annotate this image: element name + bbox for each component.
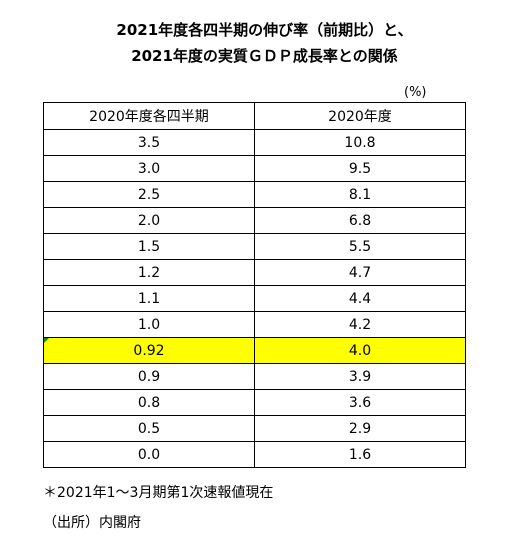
table-row: 1.1 4.4 bbox=[43, 285, 466, 312]
table-row: 0.9 3.9 bbox=[43, 363, 466, 390]
table-row: 0.5 2.9 bbox=[43, 415, 466, 442]
quarter-cell: 3.5 bbox=[43, 129, 255, 156]
quarter-cell: 0.8 bbox=[43, 389, 255, 416]
fy2020-cell: 5.5 bbox=[254, 233, 466, 260]
quarter-cell: 0.5 bbox=[43, 415, 255, 442]
column-header-fy2020: 2020年度 bbox=[254, 102, 466, 130]
fy2020-cell: 1.6 bbox=[254, 441, 466, 468]
table-row: 2.5 8.1 bbox=[43, 181, 466, 208]
quarter-cell: 2.5 bbox=[43, 181, 255, 208]
fy2020-cell: 10.8 bbox=[254, 129, 466, 156]
fy2020-cell: 3.6 bbox=[254, 389, 466, 416]
fy2020-cell: 2.9 bbox=[254, 415, 466, 442]
quarter-cell: 0.9 bbox=[43, 363, 255, 390]
cell-marker-icon bbox=[44, 338, 49, 343]
quarter-value: 0.92 bbox=[133, 342, 165, 359]
fy2020-cell: 4.4 bbox=[254, 285, 466, 312]
table-row: 0.0 1.6 bbox=[43, 441, 466, 468]
column-header-quarter: 2020年度各四半期 bbox=[43, 102, 255, 130]
table-row: 1.0 4.2 bbox=[43, 311, 466, 338]
page-title-line-2: 2021年度の実質ＧＤＰ成長率との関係 bbox=[131, 47, 398, 65]
table-row: 3.0 9.5 bbox=[43, 155, 466, 182]
quarter-cell: 1.0 bbox=[43, 311, 255, 338]
quarter-cell: 3.0 bbox=[43, 155, 255, 182]
highlighted-table-row: 0.92 4.0 bbox=[43, 337, 466, 364]
fy2020-cell: 4.0 bbox=[254, 337, 466, 364]
fy2020-cell: 8.1 bbox=[254, 181, 466, 208]
quarter-cell[interactable]: 0.92 bbox=[43, 337, 255, 364]
table-row: 1.2 4.7 bbox=[43, 259, 466, 286]
table-row: 1.5 5.5 bbox=[43, 233, 466, 260]
table-row: 3.5 10.8 bbox=[43, 129, 466, 156]
table-header-row: 2020年度各四半期 2020年度 bbox=[43, 102, 466, 130]
source-note: （出所）内閣府 bbox=[43, 515, 141, 531]
table-row: 0.8 3.6 bbox=[43, 389, 466, 416]
page-title-line-1: 2021年度各四半期の伸び率（前期比）と、 bbox=[116, 21, 413, 39]
table-row: 2.0 6.8 bbox=[43, 207, 466, 234]
quarter-cell: 1.2 bbox=[43, 259, 255, 286]
fy2020-cell: 3.9 bbox=[254, 363, 466, 390]
quarter-cell: 2.0 bbox=[43, 207, 255, 234]
quarter-cell: 1.5 bbox=[43, 233, 255, 260]
fy2020-cell: 9.5 bbox=[254, 155, 466, 182]
footnote: ＊2021年1～3月期第1次速報値現在 bbox=[43, 485, 274, 501]
quarter-cell: 1.1 bbox=[43, 285, 255, 312]
unit-label: (%) bbox=[404, 85, 427, 100]
growth-rate-table: 2020年度各四半期 2020年度 3.5 10.8 3.0 9.5 2.5 8… bbox=[43, 102, 466, 468]
fy2020-cell: 4.2 bbox=[254, 311, 466, 338]
fy2020-cell: 4.7 bbox=[254, 259, 466, 286]
quarter-cell: 0.0 bbox=[43, 441, 255, 468]
fy2020-cell: 6.8 bbox=[254, 207, 466, 234]
